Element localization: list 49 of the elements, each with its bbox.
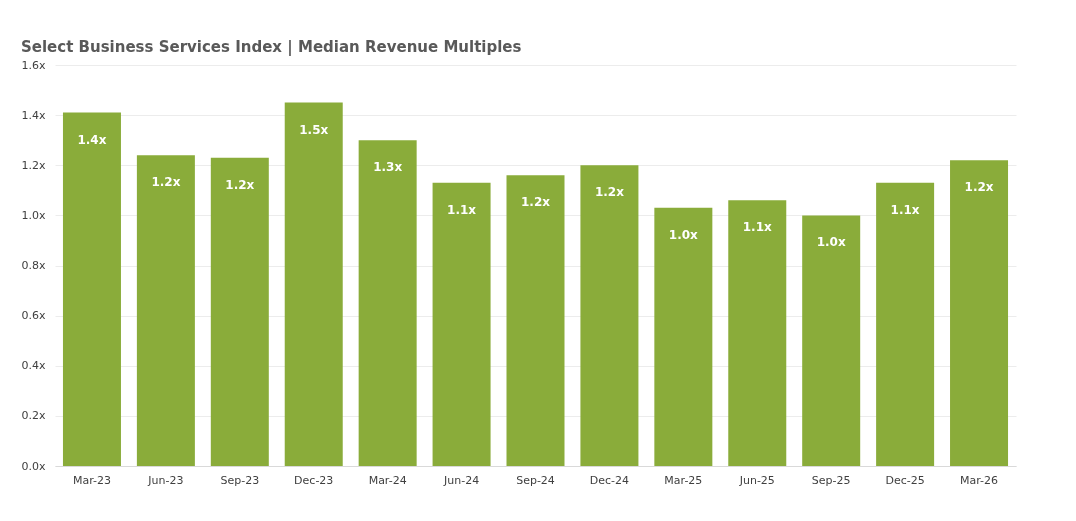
bar <box>580 165 639 466</box>
y-tick-label: 0.2x <box>21 409 46 423</box>
bar <box>654 207 713 466</box>
y-tick-label: 1.6x <box>21 58 46 72</box>
bar <box>728 200 787 466</box>
data-label: 1.2x <box>964 180 994 195</box>
data-label: 1.2x <box>151 175 181 190</box>
bar <box>62 112 121 466</box>
y-tick-label: 1.4x <box>21 108 46 122</box>
x-tick-label: Dec-25 <box>885 473 925 487</box>
x-tick-label: Jun-25 <box>738 473 775 487</box>
bar <box>950 160 1009 466</box>
data-label: 1.0x <box>816 235 846 250</box>
x-tick-label: Mar-26 <box>960 473 999 487</box>
data-label: 1.0x <box>668 227 699 242</box>
bar <box>432 182 491 466</box>
data-label: 1.1x <box>742 220 773 235</box>
y-tick-label: 1.2x <box>21 158 46 172</box>
x-tick-label: Mar-25 <box>664 473 703 487</box>
data-label: 1.2x <box>521 195 551 210</box>
x-tick-label: Sep-24 <box>516 473 555 487</box>
y-tick-label: 1.0x <box>21 208 46 222</box>
x-tick-label: Mar-24 <box>368 473 407 487</box>
bar <box>210 157 269 466</box>
bar <box>136 155 195 466</box>
data-label: 1.2x <box>225 177 255 192</box>
x-tick-label: Sep-23 <box>220 473 260 487</box>
data-label: 1.1x <box>447 202 477 217</box>
data-label: 1.5x <box>299 122 329 137</box>
bar <box>802 215 861 466</box>
data-label: 1.4x <box>77 132 107 147</box>
bar <box>876 182 935 466</box>
bar <box>284 102 343 466</box>
data-label: 1.1x <box>890 202 920 217</box>
y-tick-label: 0.6x <box>21 309 46 323</box>
data-label: 1.2x <box>594 185 625 200</box>
y-tick-label: 0.0x <box>21 459 46 473</box>
x-tick-label: Dec-23 <box>294 473 334 487</box>
x-tick-label: Mar-23 <box>72 473 111 487</box>
x-tick-label: Dec-24 <box>589 473 630 487</box>
x-tick-label: Sep-25 <box>811 473 851 487</box>
chart-title: Select Business Services Index | Median Revenue Multiples <box>21 38 522 57</box>
y-tick-label: 0.8x <box>21 259 46 272</box>
bar <box>358 140 417 466</box>
x-tick-label: Jun-23 <box>147 473 184 487</box>
bar <box>506 175 565 466</box>
y-tick-label: 0.4x <box>21 359 46 373</box>
x-tick-label: Jun-24 <box>443 473 480 487</box>
data-label: 1.3x <box>373 160 403 175</box>
